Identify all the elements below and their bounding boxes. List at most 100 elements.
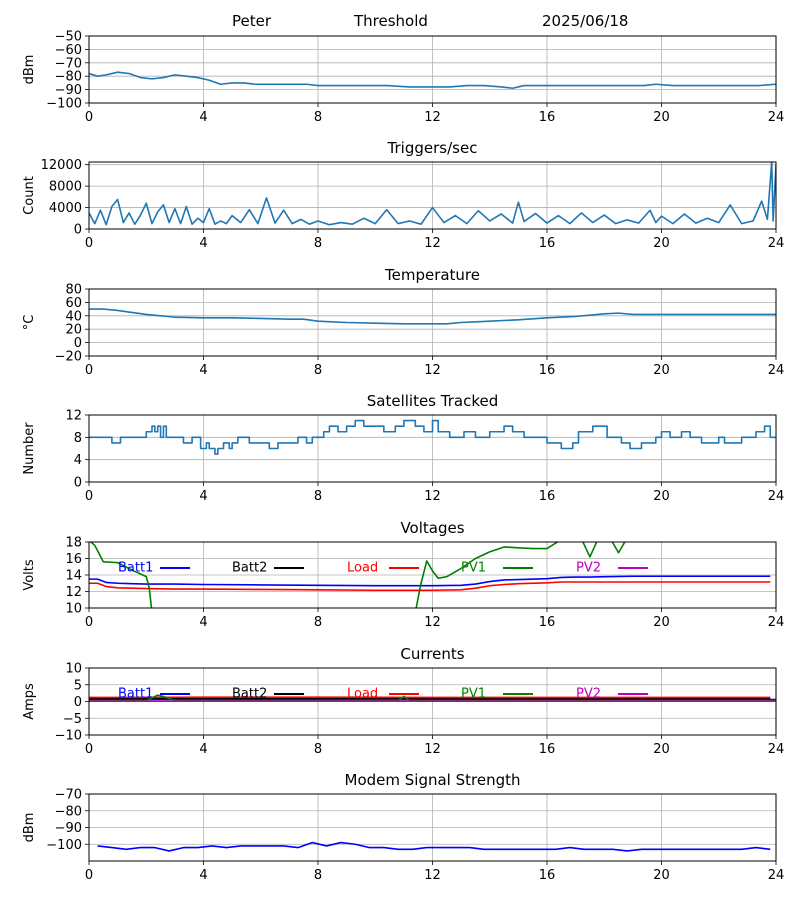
x-tick-label: 16 — [539, 868, 556, 883]
y-tick-label: 12 — [65, 409, 82, 424]
y-tick-label: −50 — [55, 30, 82, 45]
station-name-label: Peter — [232, 12, 271, 30]
x-tick-label: 20 — [653, 868, 670, 883]
x-tick-label: 0 — [85, 363, 93, 378]
x-tick-label: 8 — [314, 363, 322, 378]
x-tick-label: 16 — [539, 236, 556, 251]
y-axis-label: Number — [22, 422, 37, 475]
x-tick-label: 24 — [768, 363, 785, 378]
x-tick-label: 24 — [768, 615, 785, 630]
x-tick-label: 12 — [424, 742, 441, 757]
y-axis-label: dBm — [22, 813, 37, 843]
x-tick-label: 4 — [199, 615, 207, 630]
x-tick-label: 4 — [199, 363, 207, 378]
y-axis-label: dBm — [22, 55, 37, 85]
x-tick-label: 8 — [314, 236, 322, 251]
y-tick-label: 0 — [74, 223, 82, 238]
y-tick-label: 18 — [65, 536, 82, 551]
chart-title: Modem Signal Strength — [345, 771, 521, 789]
chart-title: Currents — [400, 645, 464, 663]
y-tick-label: −70 — [55, 56, 82, 71]
x-tick-label: 16 — [539, 110, 556, 125]
x-tick-label: 0 — [85, 110, 93, 125]
y-tick-label: 4 — [74, 453, 82, 468]
y-tick-label: 80 — [65, 283, 82, 298]
x-tick-label: 16 — [539, 615, 556, 630]
legend-label: PV1 — [461, 561, 486, 576]
y-tick-label: −80 — [55, 804, 82, 819]
y-tick-label: 16 — [65, 552, 82, 567]
x-tick-label: 20 — [653, 110, 670, 125]
legend-label: Batt2 — [232, 561, 267, 576]
x-tick-label: 20 — [653, 489, 670, 504]
y-tick-label: 10 — [65, 602, 82, 617]
x-tick-label: 24 — [768, 742, 785, 757]
legend-label: Batt1 — [118, 687, 153, 702]
chart-title: Temperature — [384, 266, 480, 284]
x-tick-label: 12 — [424, 110, 441, 125]
y-tick-label: −10 — [55, 729, 82, 744]
chart-title: Satellites Tracked — [367, 392, 498, 410]
y-tick-label: 14 — [65, 569, 82, 584]
x-tick-label: 4 — [199, 742, 207, 757]
x-tick-label: 12 — [424, 363, 441, 378]
legend-label: Batt1 — [118, 561, 153, 576]
x-tick-label: 8 — [314, 742, 322, 757]
y-tick-label: 0 — [74, 695, 82, 710]
x-tick-label: 4 — [199, 489, 207, 504]
x-tick-label: 16 — [539, 489, 556, 504]
x-tick-label: 0 — [85, 615, 93, 630]
x-tick-label: 24 — [768, 236, 785, 251]
chart-title: Triggers/sec — [387, 139, 478, 157]
trigger-mode-label: Threshold — [354, 12, 428, 30]
x-tick-label: 4 — [199, 868, 207, 883]
y-tick-label: −100 — [46, 97, 82, 112]
y-axis-label: Volts — [22, 559, 37, 591]
y-tick-label: 12000 — [41, 158, 82, 173]
x-tick-label: 0 — [85, 868, 93, 883]
y-tick-label: 0 — [74, 476, 82, 491]
y-tick-label: 40 — [65, 309, 82, 324]
legend-label: PV1 — [461, 687, 486, 702]
legend-label: Load — [347, 687, 378, 702]
legend-label: PV2 — [576, 561, 601, 576]
series-line-batt1 — [89, 576, 770, 585]
legend-label: PV2 — [576, 687, 601, 702]
x-tick-label: 0 — [85, 489, 93, 504]
x-tick-label: 16 — [539, 363, 556, 378]
y-tick-label: 5 — [74, 678, 82, 693]
y-tick-label: 8000 — [49, 180, 82, 195]
y-tick-label: −5 — [63, 712, 82, 727]
y-tick-label: 60 — [65, 296, 82, 311]
x-tick-label: 4 — [199, 236, 207, 251]
x-tick-label: 12 — [424, 236, 441, 251]
x-tick-label: 16 — [539, 742, 556, 757]
y-tick-label: 12 — [65, 585, 82, 600]
legend-label: Load — [347, 561, 378, 576]
y-tick-label: 0 — [74, 336, 82, 351]
y-tick-label: 8 — [74, 431, 82, 446]
series-line-data — [98, 843, 771, 851]
x-tick-label: 12 — [424, 615, 441, 630]
x-tick-label: 20 — [653, 236, 670, 251]
y-tick-label: 4000 — [49, 201, 82, 216]
y-tick-label: −80 — [55, 70, 82, 85]
y-tick-label: −20 — [55, 350, 82, 365]
x-tick-label: 20 — [653, 363, 670, 378]
y-tick-label: −100 — [46, 838, 82, 853]
x-tick-label: 8 — [314, 868, 322, 883]
y-tick-label: −60 — [55, 43, 82, 58]
x-tick-label: 24 — [768, 868, 785, 883]
chart-title: Voltages — [400, 519, 464, 537]
x-tick-label: 12 — [424, 489, 441, 504]
x-tick-label: 20 — [653, 742, 670, 757]
y-axis-label: Amps — [22, 683, 37, 720]
y-tick-label: −90 — [55, 821, 82, 836]
y-tick-label: −70 — [55, 788, 82, 803]
x-tick-label: 24 — [768, 110, 785, 125]
x-tick-label: 8 — [314, 489, 322, 504]
x-tick-label: 8 — [314, 615, 322, 630]
x-tick-label: 12 — [424, 868, 441, 883]
